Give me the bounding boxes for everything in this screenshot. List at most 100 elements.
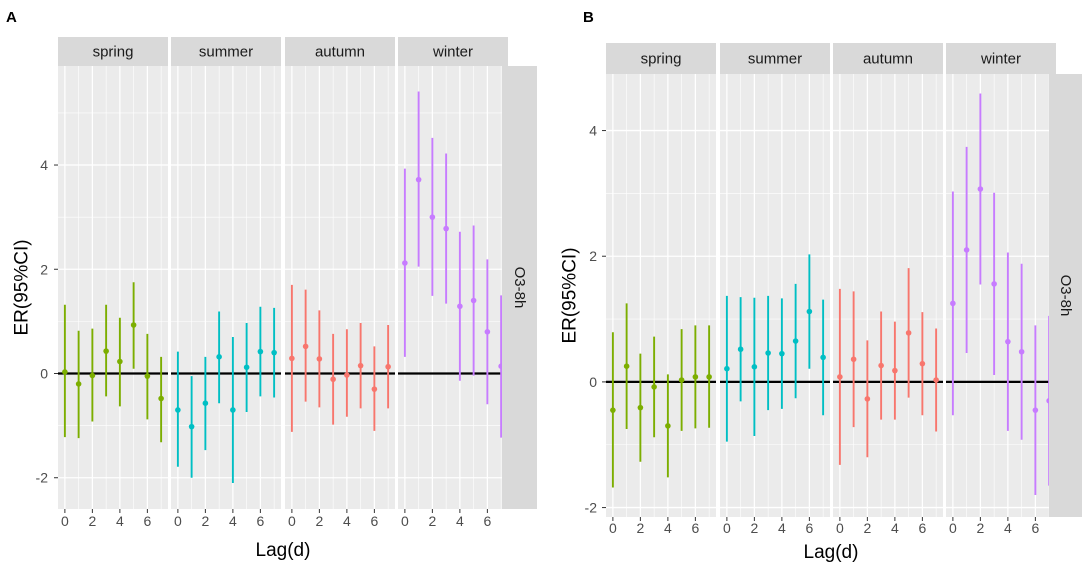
x-tick-label: 6 [143, 513, 151, 529]
facet-strip-label: winter [980, 51, 1021, 68]
point-estimate [950, 300, 956, 307]
facet-strip-label: summer [748, 51, 802, 68]
x-tick-label: 6 [370, 513, 378, 529]
x-tick-label: 2 [315, 513, 323, 529]
point-estimate [457, 303, 463, 310]
point-estimate [737, 346, 744, 353]
point-estimate [765, 350, 771, 356]
point-estimate [443, 225, 449, 232]
point-estimate [991, 281, 997, 287]
x-tick-label: 6 [1031, 520, 1039, 536]
point-estimate [892, 367, 898, 374]
x-tick-label: 4 [343, 513, 351, 529]
x-tick-label: 2 [428, 513, 436, 529]
y-tick-label: 0 [589, 374, 597, 390]
x-tick-label: 2 [863, 520, 871, 536]
facet-panel-background [58, 66, 168, 509]
y-axis-title: ER(95%CI) [560, 247, 581, 343]
point-estimate [188, 423, 195, 430]
x-tick-label: 6 [483, 513, 491, 529]
facet-panel-background [946, 74, 1056, 517]
point-estimate [175, 407, 181, 413]
y-tick-label: -2 [585, 500, 598, 516]
x-tick-label: 6 [256, 513, 264, 529]
facet-panel-background [833, 74, 943, 517]
point-estimate [257, 348, 264, 355]
point-estimate [637, 404, 644, 411]
panel-label: B [583, 9, 594, 26]
y-tick-label: 2 [589, 248, 597, 264]
point-estimate [330, 376, 336, 383]
facet-strip-label: autumn [863, 51, 913, 68]
point-estimate [837, 374, 843, 380]
point-estimate [429, 214, 436, 220]
point-estimate [302, 343, 309, 350]
y-tick-label: -2 [36, 470, 49, 486]
x-axis-title: Lag(d) [256, 540, 311, 561]
facet-strip [946, 43, 1056, 74]
facet-panel-background [171, 66, 281, 509]
facet-strip [606, 43, 716, 74]
x-tick-label: 6 [691, 520, 699, 536]
facet-strip [285, 37, 395, 66]
point-estimate [933, 377, 939, 383]
point-estimate [905, 330, 912, 336]
point-estimate [371, 386, 378, 392]
facet-summer: summer 0 2 4 6 [720, 43, 830, 536]
x-tick-label: 0 [174, 513, 182, 529]
facet-winter: winter 0 2 4 6 [398, 37, 508, 529]
point-estimate [820, 354, 826, 361]
point-estimate [158, 395, 164, 402]
right-strip-label: O3-8h [1057, 275, 1074, 317]
right-strip [1049, 74, 1082, 517]
point-estimate [919, 360, 926, 367]
point-estimate [692, 374, 699, 380]
point-estimate [62, 369, 68, 375]
point-estimate [977, 186, 984, 192]
x-tick-label: 2 [750, 520, 758, 536]
x-tick-label: 4 [664, 520, 672, 536]
point-estimate [878, 362, 884, 369]
x-tick-label: 0 [723, 520, 731, 536]
x-tick-label: 0 [61, 513, 69, 529]
facet-panel-background [285, 66, 395, 509]
x-tick-label: 0 [949, 520, 957, 536]
x-tick-label: 0 [288, 513, 296, 529]
facet-panel-background [398, 66, 508, 509]
x-tick-label: 4 [229, 513, 237, 529]
facet-panel-background [720, 74, 830, 517]
facet-autumn: autumn 0 2 4 6 [833, 43, 943, 536]
panel-label: A [6, 9, 17, 26]
x-tick-label: 2 [976, 520, 984, 536]
facet-strip [171, 37, 281, 66]
point-estimate [130, 322, 137, 328]
right-strip [502, 66, 537, 509]
facet-autumn: autumn 0 2 4 6 [285, 37, 395, 529]
point-estimate [963, 247, 970, 253]
facet-strip-label: summer [199, 44, 253, 61]
facet-summer: summer 0 2 4 6 [171, 37, 281, 529]
point-estimate [415, 176, 422, 183]
x-axis-title: Lag(d) [804, 542, 859, 563]
point-estimate [1005, 338, 1011, 345]
facet-strip [720, 43, 830, 74]
y-tick-label: 4 [589, 123, 597, 139]
facet-spring: spring 0 2 4 6 [58, 37, 168, 529]
x-tick-label: 4 [116, 513, 124, 529]
point-estimate [724, 365, 730, 372]
point-estimate [792, 338, 799, 344]
point-estimate [402, 260, 408, 266]
point-estimate [117, 358, 123, 365]
point-estimate [316, 356, 323, 362]
point-estimate [103, 348, 109, 354]
point-estimate [470, 297, 477, 304]
x-tick-label: 4 [891, 520, 899, 536]
facet-strip-label: winter [432, 44, 473, 61]
point-estimate [344, 372, 350, 378]
point-estimate [610, 407, 616, 413]
x-tick-label: 2 [636, 520, 644, 536]
point-estimate [75, 381, 82, 387]
